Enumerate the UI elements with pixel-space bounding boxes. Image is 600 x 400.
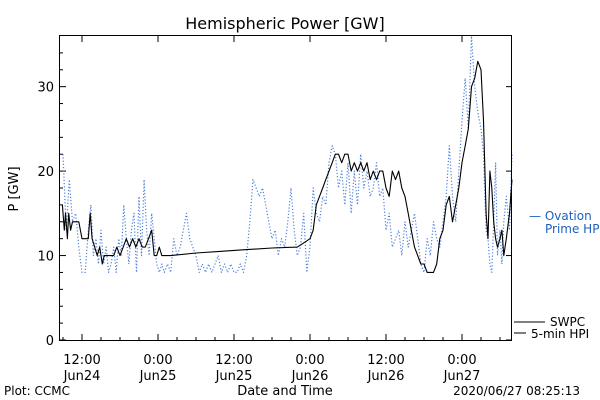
x-tick-date-label: Jun26 [367, 369, 405, 384]
y-tick-label: 0 [46, 334, 54, 349]
x-tick-date-label: Jun25 [139, 369, 177, 384]
footer-source: Plot: CCMC [4, 384, 70, 398]
y-tick-label: 10 [37, 250, 54, 265]
x-tick-label: 12:00 [63, 353, 100, 368]
series-swpc-line [61, 60, 513, 273]
x-tick-date-label: Jun26 [291, 369, 329, 384]
x-tick-label: 0:00 [447, 353, 476, 368]
x-tick-label: 12:00 [215, 353, 252, 368]
x-axis-ticks: 12:00Jun240:00Jun2512:00Jun250:00Jun2612… [62, 36, 501, 384]
series-layer [61, 35, 513, 273]
x-tick-label: 12:00 [367, 353, 404, 368]
legend-swpc-label: SWPC [550, 315, 585, 329]
y-axis-label: P [GW] [7, 166, 22, 211]
chart-title: Hemispheric Power [GW] [185, 14, 384, 33]
x-axis-label: Date and Time [237, 384, 333, 399]
x-tick-label: 0:00 [295, 353, 324, 368]
legend-ovation-line1: — Ovation [529, 209, 592, 223]
y-tick-label: 30 [37, 81, 54, 96]
series-5min-hpi-line [62, 35, 513, 273]
y-axis-ticks: 0 10 20 30 [37, 52, 512, 349]
footer-timestamp: 2020/06/27 08:25:13 [453, 384, 580, 398]
plot-frame [59, 35, 512, 341]
x-tick-label: 0:00 [143, 353, 172, 368]
legend: — Ovation Prime HPI SWPC 5-min HPI [514, 209, 600, 341]
x-tick-date-label: Jun25 [215, 369, 253, 384]
legend-5min-label: 5-min HPI [531, 327, 589, 341]
x-tick-date-label: Jun27 [443, 369, 481, 384]
legend-ovation-line2: Prime HPI [545, 222, 600, 236]
x-tick-date-label: Jun24 [63, 369, 101, 384]
y-tick-label: 20 [37, 165, 54, 180]
